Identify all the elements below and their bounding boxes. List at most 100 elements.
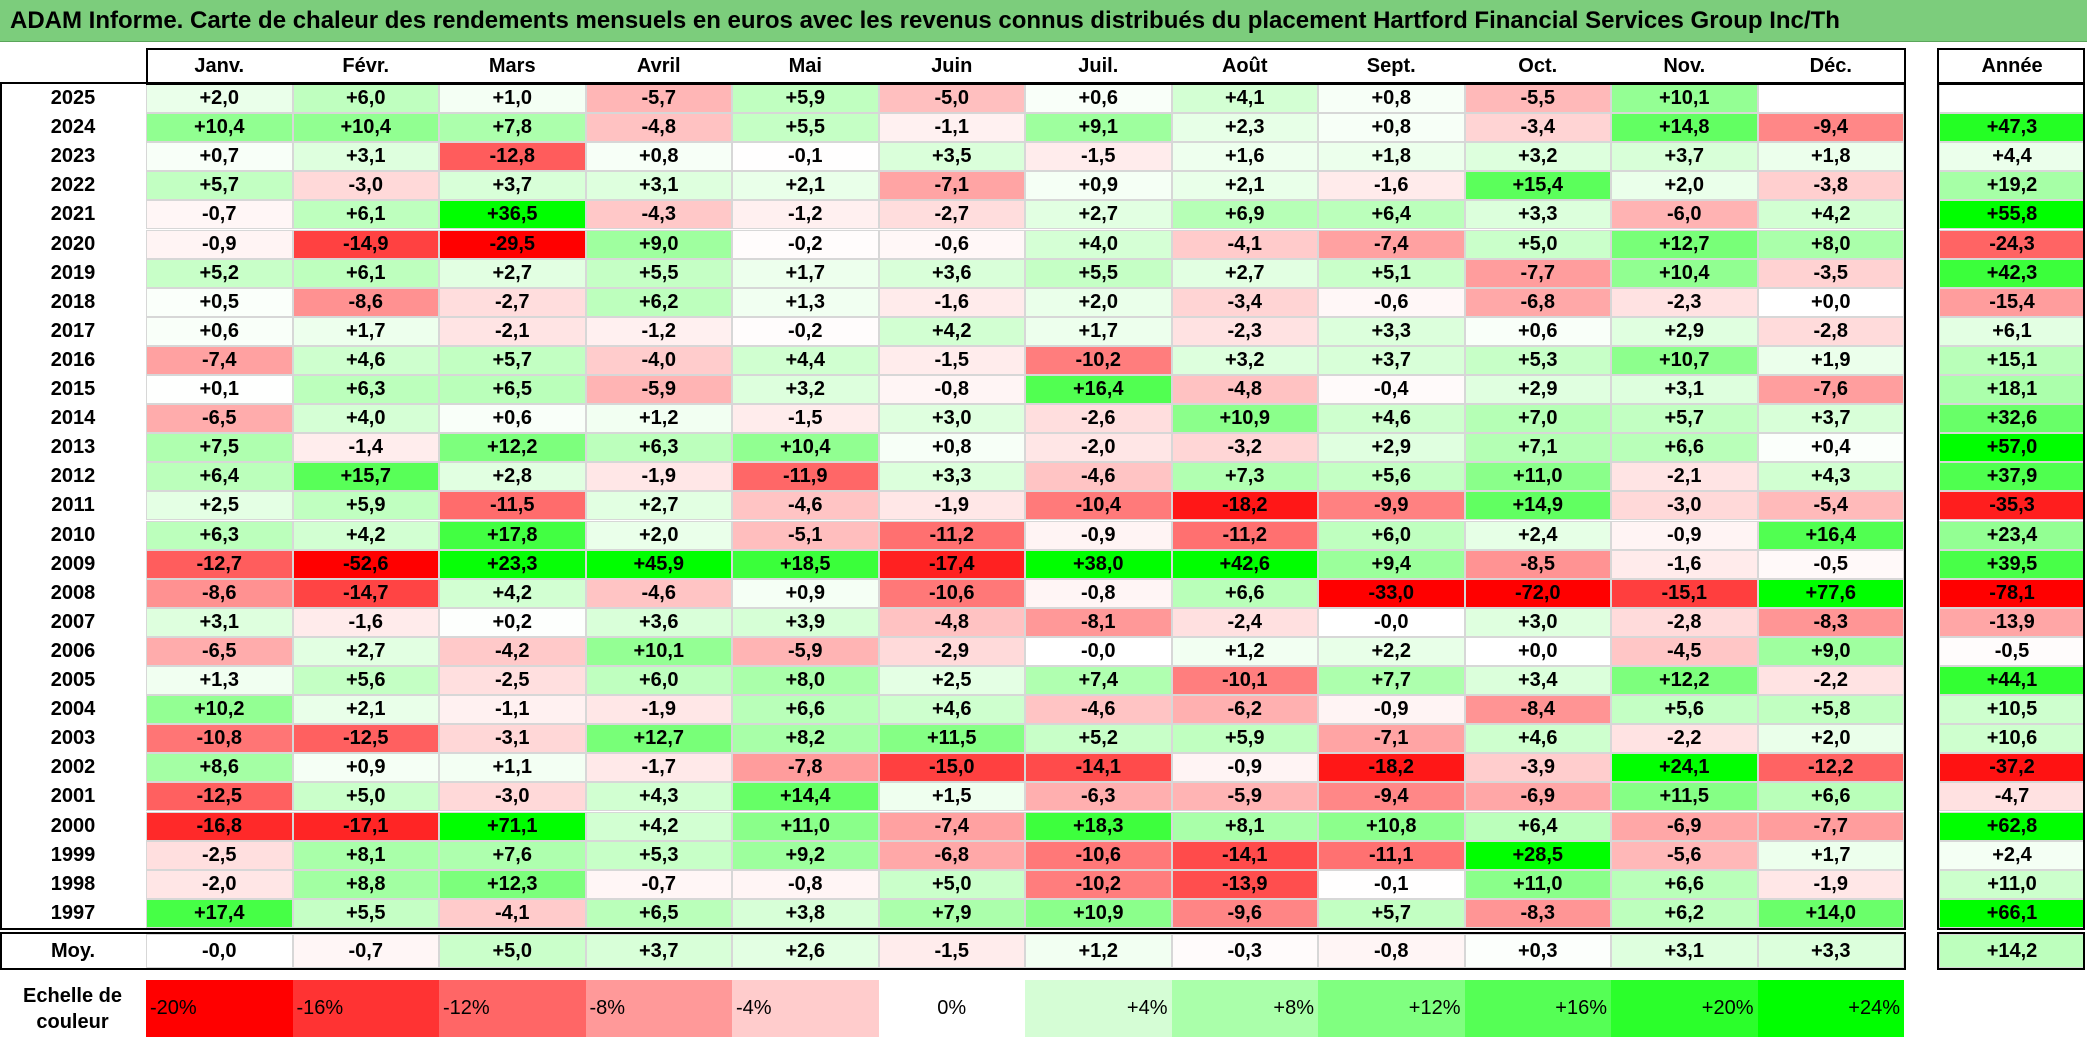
row-year-label: 2020 xyxy=(50,232,96,255)
heatmap-cell: -0,9 xyxy=(1611,520,1758,550)
heatmap-cell: +17,4 xyxy=(146,898,293,928)
heatmap-cell: -0,9 xyxy=(146,229,293,259)
heatmap-cell: +2,0 xyxy=(1025,287,1172,317)
heatmap-cell: -1,9 xyxy=(585,695,732,725)
heatmap-cell: +3,2 xyxy=(732,375,879,405)
heatmap-cell: +7,9 xyxy=(878,898,1025,928)
scale-step: -4% xyxy=(732,980,879,1037)
heatmap-cell: -0,7 xyxy=(585,869,732,899)
row-year-label: 2015 xyxy=(50,378,96,401)
heatmap-cell: -11,1 xyxy=(1318,840,1465,870)
heatmap-cell: -9,4 xyxy=(1757,113,1904,143)
heatmap-cell: -18,2 xyxy=(1171,491,1318,521)
heatmap-cell: -8,3 xyxy=(1464,898,1611,928)
year-header: Année xyxy=(1981,55,2043,77)
heatmap-cell: +6,4 xyxy=(146,462,293,492)
heatmap-cell: -8,6 xyxy=(146,578,293,608)
heatmap-cell: +2,9 xyxy=(1318,433,1465,463)
heatmap-cell: -7,7 xyxy=(1757,811,1904,841)
heatmap-cell: -0,2 xyxy=(732,229,879,259)
heatmap-cell: +4,2 xyxy=(292,520,439,550)
heatmap-cell: +5,6 xyxy=(1318,462,1465,492)
heatmap-cell: +10,4 xyxy=(292,113,439,143)
heatmap-cell: +0,5 xyxy=(146,287,293,317)
heatmap-cell: -11,2 xyxy=(1171,520,1318,550)
scale-step: +8% xyxy=(1171,980,1318,1037)
heatmap-cell: +3,2 xyxy=(1464,142,1611,172)
heatmap-cell: +8,8 xyxy=(292,869,439,899)
row-year-label: 2017 xyxy=(50,319,96,342)
heatmap-cell: +1,1 xyxy=(439,753,586,783)
heatmap-cell: +2,2 xyxy=(1318,636,1465,666)
heatmap-cell: -1,5 xyxy=(732,404,879,434)
scale-step: +12% xyxy=(1318,980,1465,1037)
heatmap-cell: -1,2 xyxy=(732,200,879,230)
heatmap-cell: -2,6 xyxy=(1025,404,1172,434)
year-total-cell: -13,9 xyxy=(1939,607,2085,637)
heatmap-cell: +7,1 xyxy=(1464,433,1611,463)
heatmap-cell: -6,9 xyxy=(1611,811,1758,841)
year-total-cell: -35,3 xyxy=(1939,491,2085,521)
heatmap-cell: +36,5 xyxy=(439,200,586,230)
heatmap-cell: +3,7 xyxy=(1757,404,1904,434)
heatmap-cell: -7,4 xyxy=(1318,229,1465,259)
heatmap-cell: -0,4 xyxy=(1318,375,1465,405)
heatmap-cell: +8,1 xyxy=(292,840,439,870)
heatmap-cell: -2,5 xyxy=(439,666,586,696)
heatmap-cell: +45,9 xyxy=(585,549,732,579)
heatmap-cell: -2,0 xyxy=(146,869,293,899)
heatmap-cell: -4,6 xyxy=(585,578,732,608)
heatmap-cell: +6,5 xyxy=(439,375,586,405)
month-header: Oct. xyxy=(1518,55,1558,77)
year-total-cell: -4,7 xyxy=(1939,782,2085,812)
heatmap-cell: -7,1 xyxy=(1318,724,1465,754)
row-year-label: 2001 xyxy=(50,785,96,808)
heatmap-cell: +3,0 xyxy=(1464,607,1611,637)
heatmap-cell: +7,8 xyxy=(439,113,586,143)
row-year-label: 2019 xyxy=(50,261,96,284)
row-year-label: 2000 xyxy=(50,814,96,837)
heatmap-cell: -3,0 xyxy=(292,171,439,201)
heatmap-cell: +6,6 xyxy=(1611,433,1758,463)
heatmap-cell: -12,8 xyxy=(439,142,586,172)
heatmap-cell: +12,2 xyxy=(439,433,586,463)
heatmap-cell: -3,5 xyxy=(1757,258,1904,288)
heatmap-cell: -13,9 xyxy=(1171,869,1318,899)
heatmap-cell: -3,2 xyxy=(1171,433,1318,463)
month-header: Févr. xyxy=(342,55,390,77)
row-year-label: 2003 xyxy=(50,727,96,750)
heatmap-cell: +1,8 xyxy=(1318,142,1465,172)
heatmap-cell: +8,0 xyxy=(1757,229,1904,259)
heatmap-cell: -3,4 xyxy=(1464,113,1611,143)
row-year-label: 2007 xyxy=(50,610,96,633)
average-cell: -0,7 xyxy=(292,934,439,968)
heatmap-cell: +3,4 xyxy=(1464,666,1611,696)
heatmap-cell: -33,0 xyxy=(1318,578,1465,608)
month-header: Juil. xyxy=(1078,55,1119,77)
heatmap-cell: +0,8 xyxy=(585,142,732,172)
heatmap-cell: -14,9 xyxy=(292,229,439,259)
row-year-label: 2002 xyxy=(50,756,96,779)
heatmap-cell: +4,6 xyxy=(1318,404,1465,434)
heatmap-cell: +38,0 xyxy=(1025,549,1172,579)
year-total-cell: +18,1 xyxy=(1939,375,2085,405)
heatmap-cell: +5,2 xyxy=(146,258,293,288)
heatmap-cell: -2,3 xyxy=(1611,287,1758,317)
heatmap-cell: -0,9 xyxy=(1318,695,1465,725)
heatmap-cell: -6,2 xyxy=(1171,695,1318,725)
heatmap-cell: +10,1 xyxy=(585,636,732,666)
heatmap-cell: +14,9 xyxy=(1464,491,1611,521)
year-total-cell: +39,5 xyxy=(1939,549,2085,579)
average-label: Moy. xyxy=(50,939,96,962)
heatmap-cell: +12,7 xyxy=(1611,229,1758,259)
heatmap-cell: -4,8 xyxy=(878,607,1025,637)
heatmap-cell: +12,7 xyxy=(585,724,732,754)
heatmap-cell: -3,0 xyxy=(1611,491,1758,521)
average-cell: +5,0 xyxy=(439,934,586,968)
heatmap-cell: +3,5 xyxy=(878,142,1025,172)
heatmap-cell: +3,8 xyxy=(732,898,879,928)
heatmap-cell: +2,0 xyxy=(585,520,732,550)
heatmap-cell: -9,9 xyxy=(1318,491,1465,521)
heatmap-cell: -2,7 xyxy=(878,200,1025,230)
heatmap-cell: +12,3 xyxy=(439,869,586,899)
